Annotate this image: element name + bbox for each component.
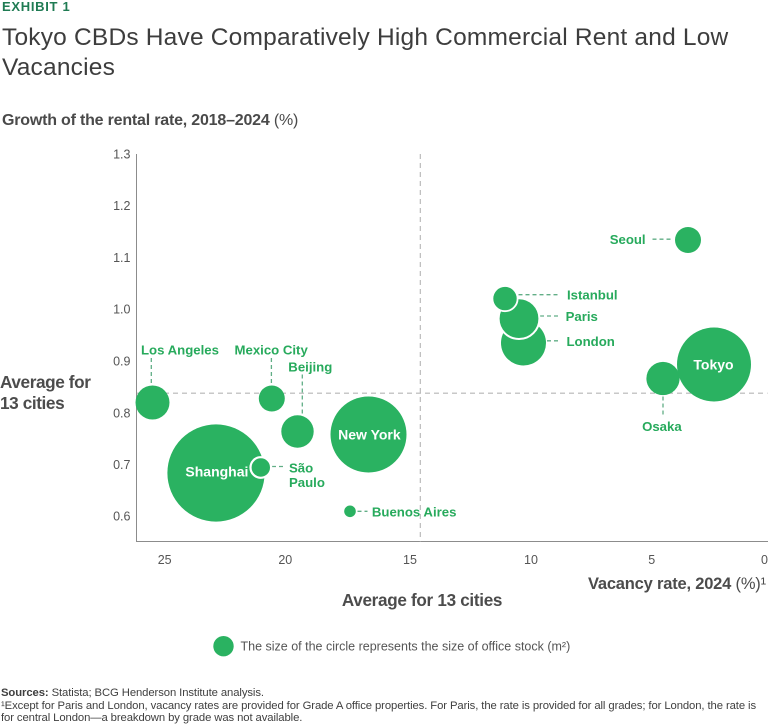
- svg-text:25: 25: [158, 553, 172, 567]
- svg-text:Seoul: Seoul: [610, 232, 646, 247]
- svg-text:1.1: 1.1: [113, 251, 130, 265]
- svg-text:London: London: [567, 334, 615, 349]
- svg-text:Buenos Aires: Buenos Aires: [372, 504, 457, 519]
- svg-text:15: 15: [403, 553, 417, 567]
- svg-text:0.7: 0.7: [113, 458, 130, 472]
- svg-text:0.6: 0.6: [113, 510, 130, 524]
- svg-text:Paris: Paris: [566, 309, 598, 324]
- svg-text:1.0: 1.0: [113, 303, 130, 317]
- svg-text:Los Angeles: Los Angeles: [141, 343, 219, 358]
- svg-text:5: 5: [648, 553, 655, 567]
- svg-text:10: 10: [524, 553, 538, 567]
- svg-text:São: São: [289, 461, 313, 476]
- svg-text:Vacancy rate, 2024 (%)¹: Vacancy rate, 2024 (%)¹: [588, 575, 767, 593]
- svg-text:Shanghai: Shanghai: [185, 464, 248, 480]
- svg-text:Average for 13 cities: Average for 13 cities: [342, 591, 502, 610]
- svg-text:The size of the circle represe: The size of the circle represents the si…: [241, 640, 571, 654]
- svg-text:Tokyo: Tokyo: [693, 357, 733, 373]
- svg-text:1.3: 1.3: [113, 148, 130, 162]
- svg-text:0: 0: [761, 553, 768, 567]
- svg-text:1.2: 1.2: [113, 199, 130, 213]
- svg-text:Mexico City: Mexico City: [235, 343, 309, 358]
- svg-text:0.8: 0.8: [113, 407, 130, 421]
- svg-text:Istanbul: Istanbul: [567, 288, 618, 303]
- svg-text:0.9: 0.9: [113, 355, 130, 369]
- svg-text:Osaka: Osaka: [642, 419, 682, 434]
- svg-text:Beijing: Beijing: [288, 360, 332, 375]
- svg-text:Paulo: Paulo: [289, 475, 325, 490]
- svg-text:20: 20: [278, 553, 292, 567]
- svg-text:New York: New York: [338, 427, 401, 443]
